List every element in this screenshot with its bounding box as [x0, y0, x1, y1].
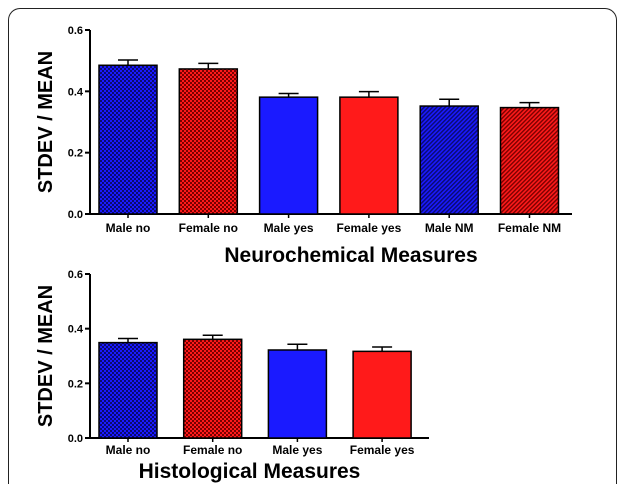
x-tick-label: Male no — [106, 221, 151, 235]
x-tick-label: Male yes — [264, 221, 314, 235]
bar — [182, 338, 243, 439]
bar — [339, 96, 399, 215]
y-tick-label: 0.2 — [68, 378, 83, 390]
y-tick-label: 0.6 — [68, 25, 83, 37]
y-tick-label: 0.2 — [68, 148, 83, 160]
x-tick-label: Male yes — [272, 443, 322, 457]
bar — [258, 96, 319, 215]
y-tick-label: 0.4 — [68, 324, 84, 336]
x-tick-label: Female yes — [350, 443, 415, 457]
y-tick-label: 0.6 — [68, 269, 83, 281]
y-tick-label: 0.0 — [68, 433, 83, 445]
y-axis-label: STDEV / MEAN — [35, 51, 57, 193]
bar — [98, 341, 158, 439]
figure-frame — [8, 8, 617, 484]
y-tick-label: 0.4 — [68, 86, 84, 98]
x-tick-label: Female NM — [498, 221, 561, 235]
bar — [499, 106, 560, 215]
bar — [267, 349, 328, 439]
bar — [178, 68, 239, 215]
x-tick-label: Female yes — [337, 221, 402, 235]
chart-title: Neurochemical Measures — [224, 244, 477, 267]
bar — [98, 64, 158, 215]
x-tick-label: Female no — [183, 443, 242, 457]
bar — [352, 350, 412, 439]
y-tick-label: 0.0 — [68, 209, 83, 221]
chart-title: Histological Measures — [139, 460, 361, 483]
x-tick-label: Female no — [179, 221, 238, 235]
x-tick-label: Male no — [106, 443, 151, 457]
bar — [419, 105, 479, 215]
y-axis-label: STDEV / MEAN — [35, 285, 57, 427]
x-tick-label: Male NM — [425, 221, 474, 235]
